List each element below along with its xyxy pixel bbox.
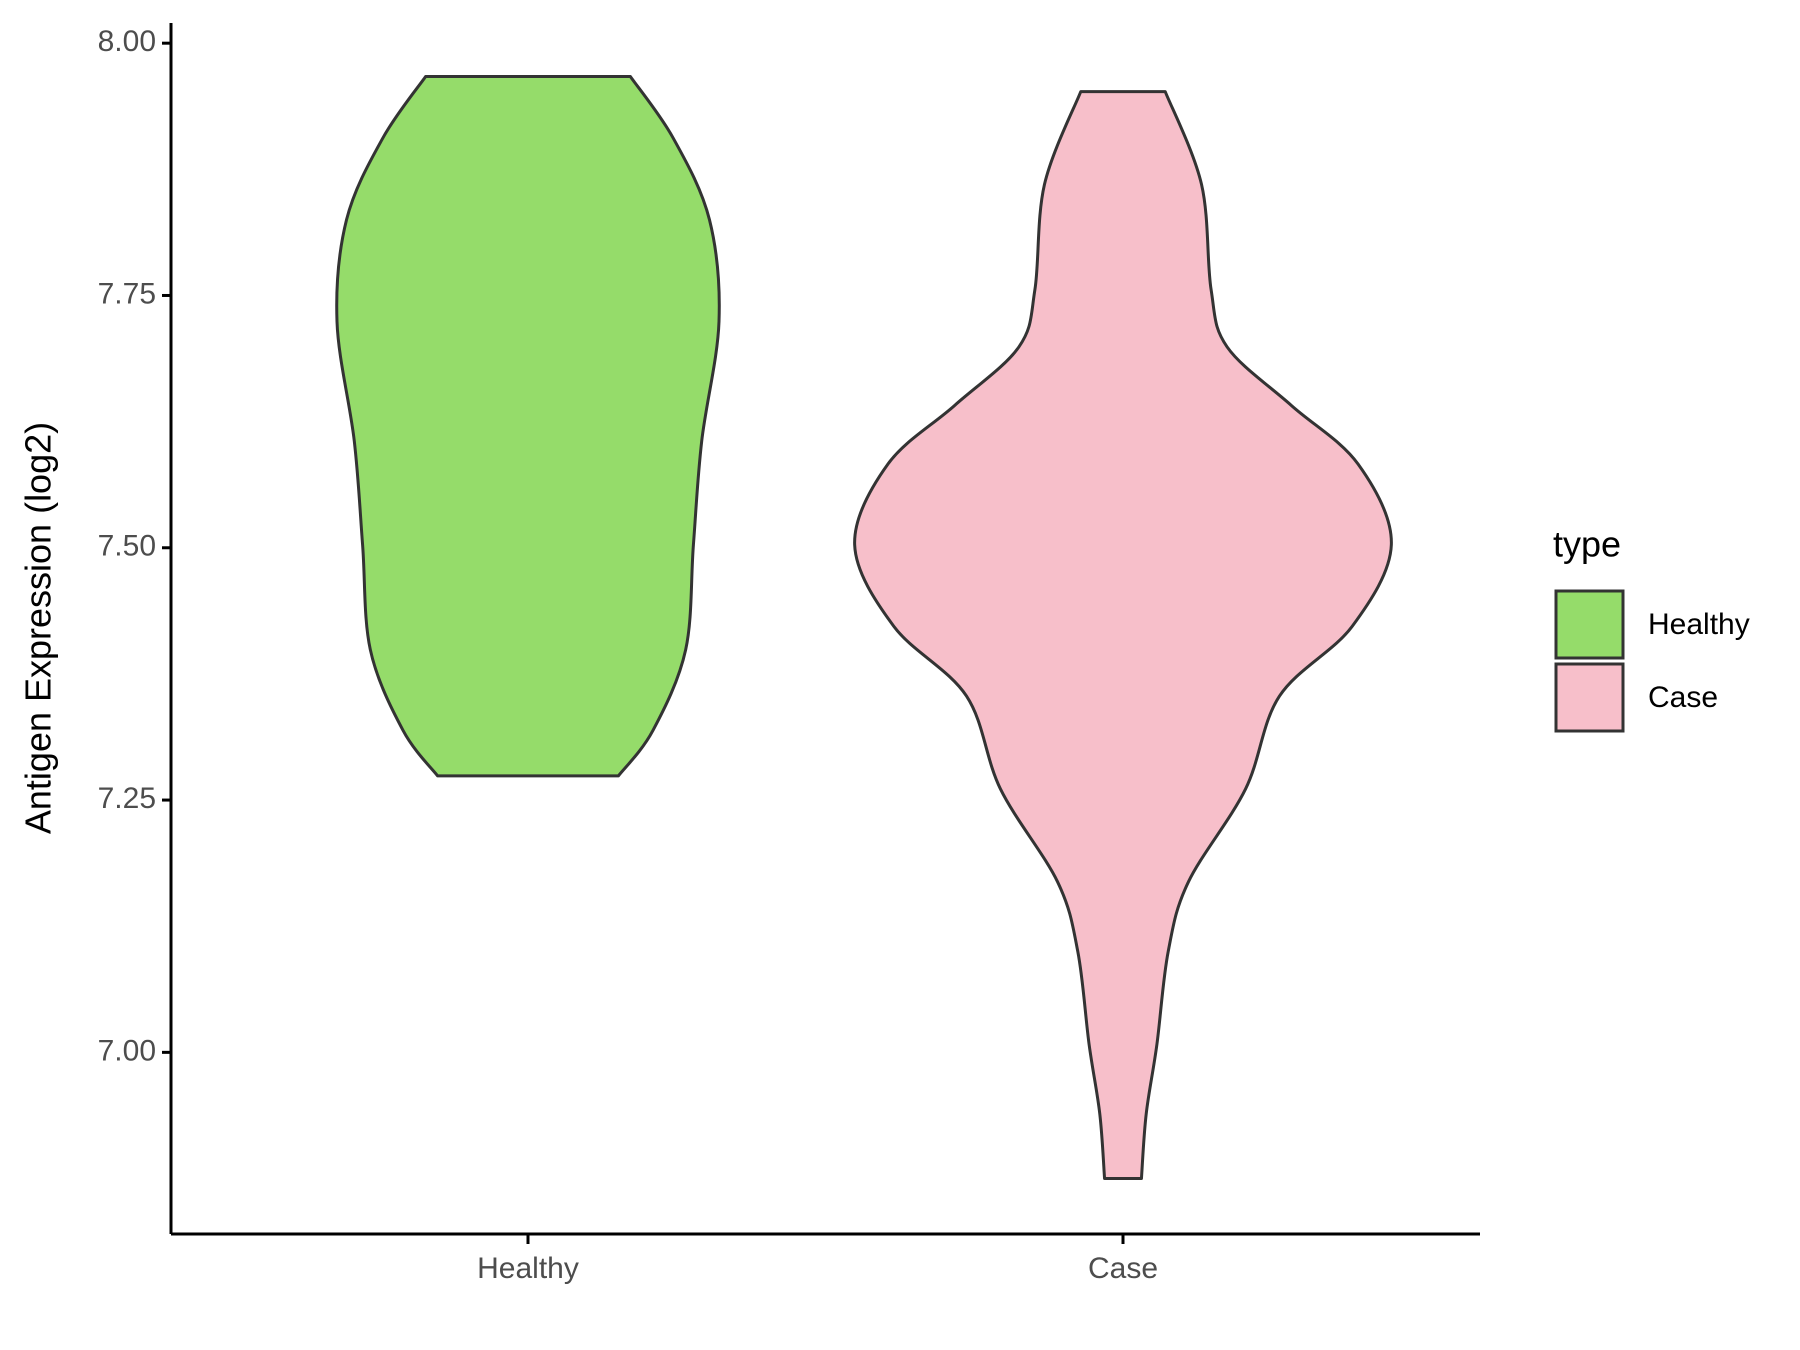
legend-key (1554, 589, 1625, 660)
violin (853, 90, 1393, 1180)
violin (335, 74, 721, 778)
y-tick-label: 7.50 (98, 530, 156, 563)
legend-key (1554, 662, 1625, 733)
y-tick-label: 7.00 (98, 1034, 156, 1067)
y-tick-label: 8.00 (98, 25, 156, 58)
legend-title: type (1553, 524, 1621, 565)
y-tick-label: 7.25 (98, 782, 156, 815)
y-axis-title: Antigen Expression (log2) (18, 422, 59, 834)
x-tick-label: Case (1088, 1252, 1158, 1285)
legend-label: Case (1648, 681, 1718, 714)
legend-label: Healthy (1648, 608, 1750, 641)
y-tick-label: 7.75 (98, 277, 156, 310)
x-tick-label: Healthy (477, 1252, 579, 1285)
